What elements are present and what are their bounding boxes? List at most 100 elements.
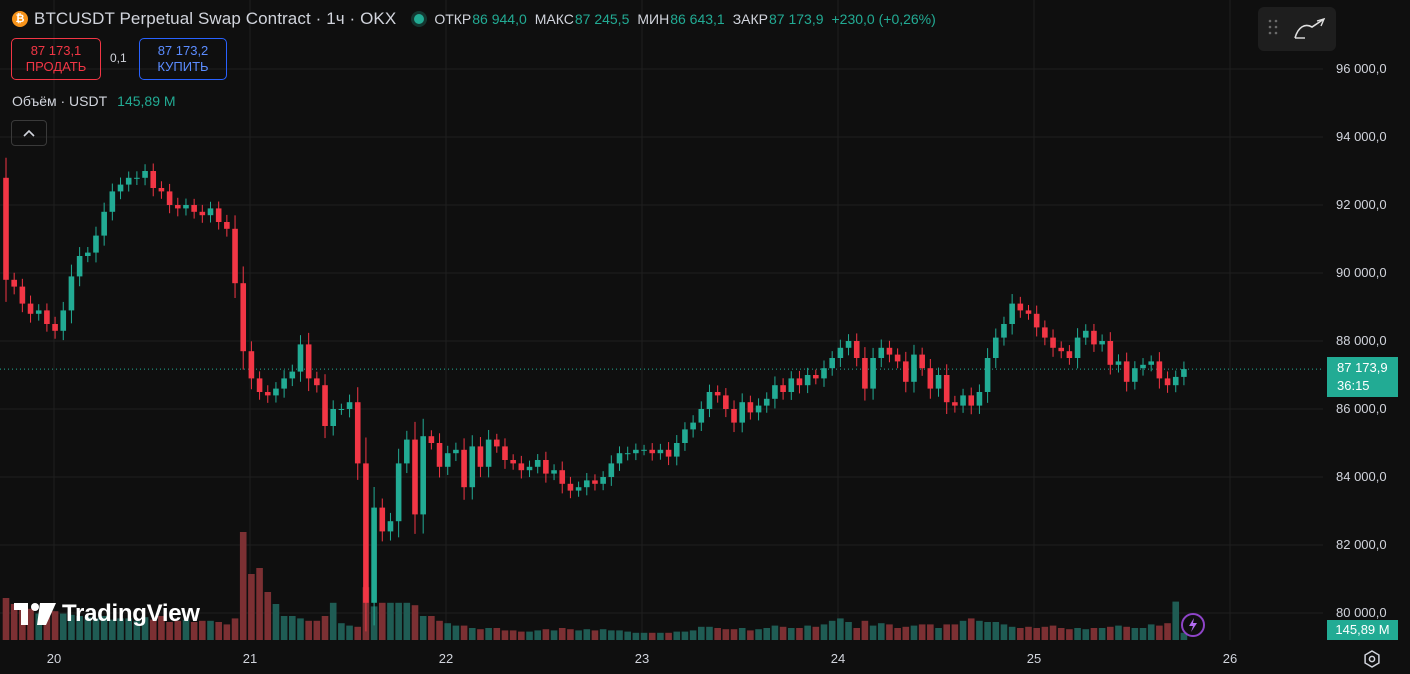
candle-body — [363, 463, 369, 603]
volume-bar — [223, 624, 231, 640]
candle-body — [911, 354, 917, 382]
buy-button[interactable]: 87 173,2 КУПИТЬ — [139, 38, 227, 80]
candle-body — [150, 171, 157, 188]
volume-bar — [1172, 601, 1180, 640]
volume-bar — [853, 628, 861, 640]
volume-bar — [632, 632, 640, 640]
x-tick-label: 23 — [634, 651, 650, 666]
drag-handle-icon[interactable] — [1258, 19, 1288, 40]
candle-body — [125, 177, 132, 185]
candle-body — [35, 310, 42, 314]
volume-bar — [378, 602, 386, 640]
volume-bar — [248, 574, 255, 640]
volume-bar — [877, 623, 885, 640]
candle-body — [420, 436, 426, 515]
candle-body — [886, 347, 893, 355]
volume-bar — [959, 620, 967, 640]
volume-bar — [648, 632, 656, 640]
volume-bar — [239, 532, 247, 640]
volume-bar — [419, 616, 427, 640]
candle-body — [412, 439, 418, 515]
volume-bar — [387, 602, 394, 640]
volume-bar — [109, 619, 116, 640]
candle-body — [739, 402, 745, 423]
candle-body — [1172, 376, 1179, 386]
volume-bar — [624, 631, 631, 640]
volume-bar — [967, 618, 975, 640]
volume-bar — [665, 632, 672, 640]
candle-body — [1074, 337, 1081, 358]
candle-body — [870, 358, 876, 389]
candle-body — [60, 310, 67, 331]
high-label: МАКС — [534, 11, 574, 27]
candle-body — [600, 477, 606, 484]
volume-bar — [1000, 624, 1008, 640]
volume-bar — [763, 628, 771, 640]
symbol-header[interactable]: ₿ BTCUSDT Perpetual Swap Contract · 1ч ·… — [12, 8, 936, 30]
candle-body — [583, 480, 590, 488]
candle-body — [927, 368, 934, 389]
volume-bar — [730, 629, 738, 640]
volume-bar — [534, 630, 541, 640]
candle-body — [1164, 378, 1171, 386]
volume-bar — [1164, 623, 1171, 640]
volume-bar — [1090, 628, 1098, 640]
tradingview-logo[interactable]: TradingView — [14, 600, 200, 628]
volume-bar — [1057, 628, 1065, 640]
sell-button[interactable]: 87 173,1 ПРОДАТЬ — [11, 38, 101, 80]
candle-body — [780, 385, 786, 392]
volume-bar — [779, 626, 787, 640]
candle-body — [461, 449, 467, 488]
candle-body — [641, 449, 647, 451]
symbol-title[interactable]: BTCUSDT Perpetual Swap Contract · 1ч · O… — [34, 9, 397, 28]
volume-bar — [673, 631, 681, 640]
candle-body — [1050, 337, 1056, 348]
volume-bar — [141, 617, 149, 640]
candle-body — [1058, 347, 1065, 352]
candle-body — [273, 388, 279, 396]
flash-icon[interactable] — [1181, 613, 1205, 637]
candle-body — [436, 443, 443, 467]
buy-price: 87 173,2 — [157, 43, 209, 58]
gear-icon[interactable] — [1362, 649, 1382, 669]
candle-body — [1140, 364, 1146, 369]
candle-body — [608, 463, 615, 477]
volume-bar — [174, 620, 182, 640]
candle-body — [878, 347, 885, 358]
candle-body — [1001, 324, 1007, 338]
candle-body — [943, 375, 950, 403]
volume-bar — [787, 628, 795, 640]
candle-body — [903, 361, 909, 382]
volume-bar — [166, 622, 173, 640]
candle-body — [395, 463, 402, 522]
volume-bar — [207, 620, 214, 640]
y-tick-label: 84 000,0 — [1336, 469, 1387, 484]
drawing-toolbox[interactable] — [1258, 7, 1336, 51]
candle-body — [199, 211, 206, 216]
volume-legend[interactable]: Объём · USDT 145,89 M — [12, 93, 176, 109]
volume-bar — [305, 620, 312, 640]
candle-body — [706, 392, 713, 409]
volume-bar — [706, 626, 713, 640]
candle-body — [354, 402, 361, 464]
change-value: +230,0 (+0,26%) — [831, 11, 936, 27]
volume-bar — [951, 624, 959, 640]
volume-bar — [714, 628, 721, 640]
volume-bar — [182, 619, 190, 640]
candle-body — [845, 341, 852, 348]
collapse-legend-button[interactable] — [11, 120, 47, 146]
volume-bar — [428, 616, 435, 640]
candle-body — [444, 453, 451, 467]
buy-label: КУПИТЬ — [157, 59, 209, 74]
drawing-tool-icon[interactable] — [1288, 17, 1332, 41]
close-label: ЗАКР — [732, 11, 768, 27]
candle-body — [142, 171, 148, 178]
candle-body — [379, 507, 386, 532]
volume-bar — [395, 602, 402, 640]
ohlc-values: ОТКР 86 944,0 МАКС 87 245,5 МИН 86 643,1… — [434, 11, 935, 27]
volume-bar — [1131, 628, 1139, 640]
volume-bar — [1041, 626, 1049, 640]
volume-bar — [722, 629, 730, 640]
volume-bar — [681, 631, 689, 640]
